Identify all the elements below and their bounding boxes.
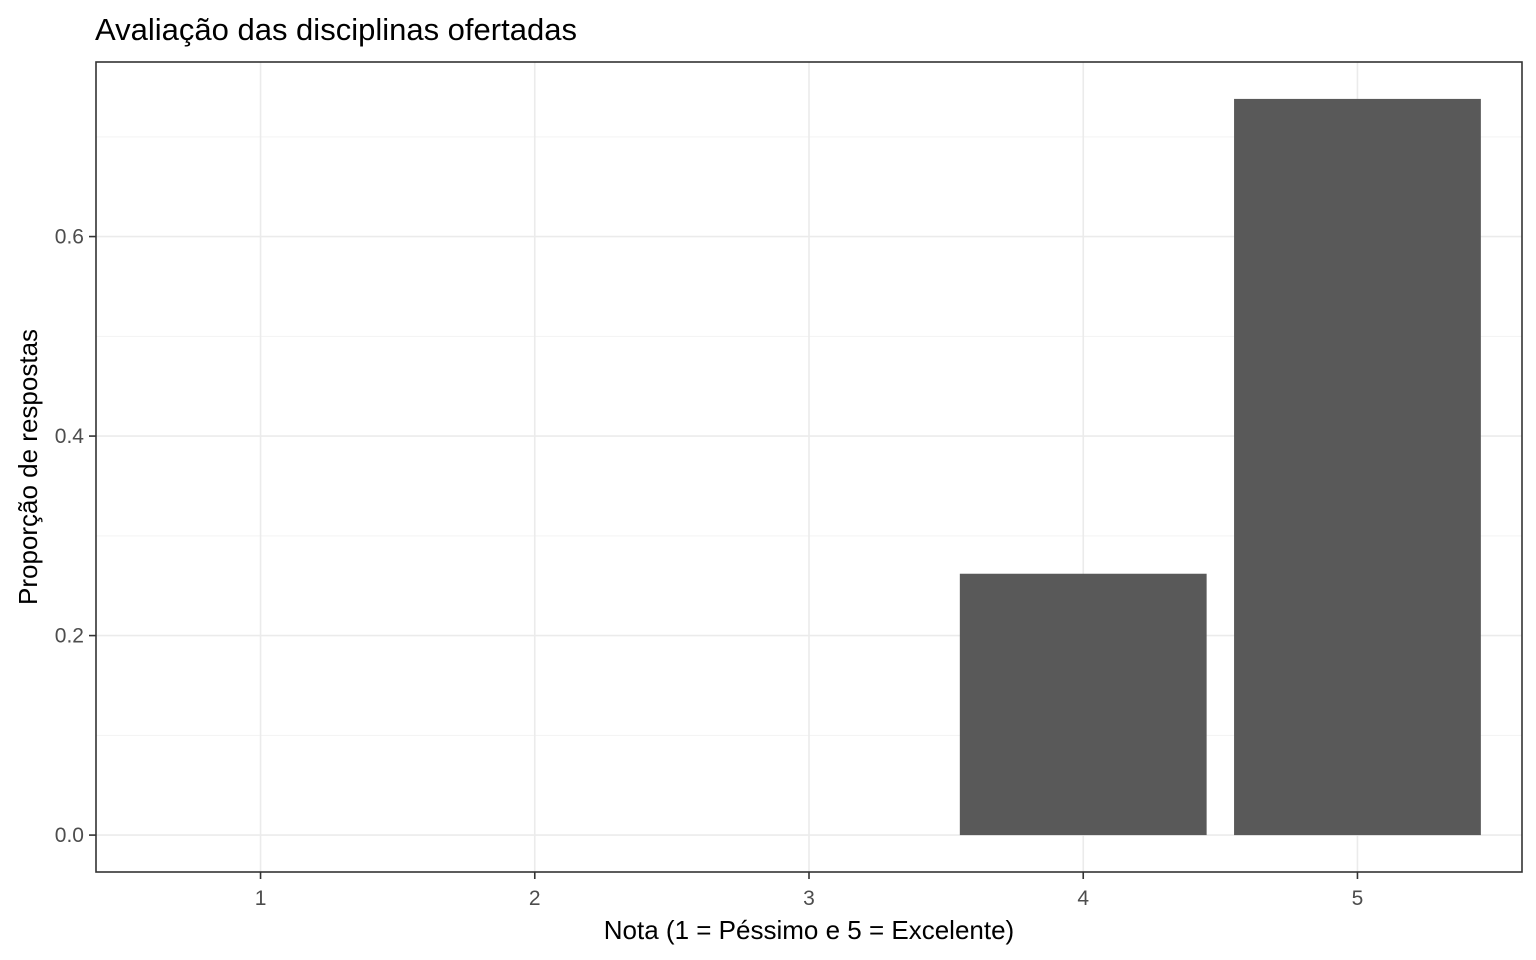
x-tick-label: 2 — [529, 887, 541, 910]
y-axis-ticks: 0.0 0.2 0.4 0.6 — [55, 226, 96, 847]
x-tick-label: 3 — [803, 887, 815, 910]
x-axis-ticks: 1 2 3 4 5 — [255, 872, 1364, 910]
y-tick-label: 0.6 — [55, 226, 84, 249]
y-tick-label: 0.4 — [55, 425, 85, 448]
bars — [959, 98, 1481, 836]
chart-title: Avaliação das disciplinas ofertadas — [95, 12, 577, 47]
x-tick-label: 4 — [1077, 887, 1089, 910]
x-tick-label: 1 — [255, 887, 267, 910]
x-axis-title: Nota (1 = Péssimo e 5 = Excelente) — [604, 915, 1014, 945]
x-tick-label: 5 — [1352, 887, 1364, 910]
y-tick-label: 0.2 — [55, 625, 84, 648]
y-tick-label: 0.0 — [55, 824, 84, 847]
bar-4 — [959, 573, 1207, 836]
y-axis-title: Proporção de respostas — [13, 329, 43, 605]
bar-5 — [1234, 98, 1481, 836]
